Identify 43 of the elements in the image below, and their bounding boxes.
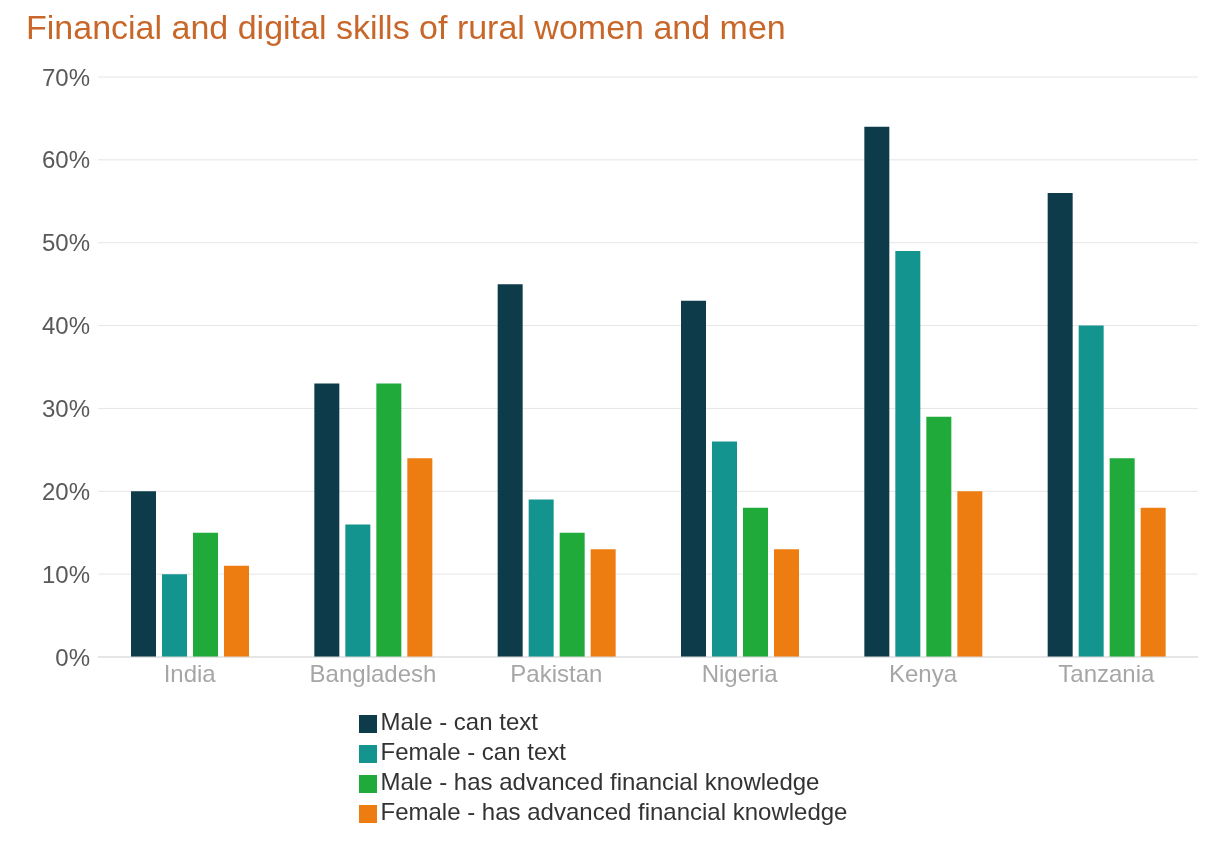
bar: [528, 499, 554, 657]
bar: [376, 383, 402, 657]
y-tick-label: 70%: [41, 63, 90, 91]
x-tick-label: Nigeria: [701, 660, 779, 688]
bar: [345, 524, 371, 657]
y-tick-label: 30%: [41, 394, 90, 422]
bar: [681, 300, 706, 657]
y-tick-label: 50%: [41, 229, 90, 257]
bar: [590, 549, 616, 657]
bar: [224, 565, 249, 657]
legend-label: Male - can text: [380, 708, 538, 735]
bar: [314, 383, 340, 657]
bar: [407, 458, 433, 657]
y-tick-label: 60%: [41, 146, 90, 174]
bar: [926, 416, 952, 657]
bar: [162, 574, 187, 657]
bar: [1047, 193, 1073, 657]
bar: [559, 532, 585, 657]
y-tick-label: 10%: [41, 560, 90, 588]
bar: [895, 251, 921, 657]
legend-label: Male - has advanced financial knowledge: [380, 768, 820, 795]
bar: [193, 532, 218, 657]
bar: [131, 491, 156, 657]
bar: [774, 549, 799, 657]
bar: [1140, 507, 1166, 657]
y-tick-label: 40%: [41, 312, 90, 340]
x-tick-label: Pakistan: [510, 660, 603, 688]
x-tick-label: Bangladesh: [309, 660, 437, 688]
bar: [1109, 458, 1135, 657]
x-tick-label: India: [163, 660, 217, 688]
bar: [497, 284, 523, 657]
bar: [1078, 325, 1104, 657]
legend-label: Female - can text: [380, 738, 566, 765]
bar: [864, 126, 890, 657]
legend-label: Female - has advanced financial knowledge: [380, 798, 848, 825]
bar: [957, 491, 983, 657]
x-tick-label: Kenya: [888, 660, 958, 688]
bar: [743, 507, 768, 657]
bar: [712, 441, 737, 657]
chart-title: Financial and digital skills of rural women and men: [26, 8, 787, 47]
y-tick-label: 0%: [55, 643, 90, 671]
x-tick-label: Tanzania: [1058, 660, 1156, 688]
y-tick-label: 20%: [41, 477, 90, 505]
